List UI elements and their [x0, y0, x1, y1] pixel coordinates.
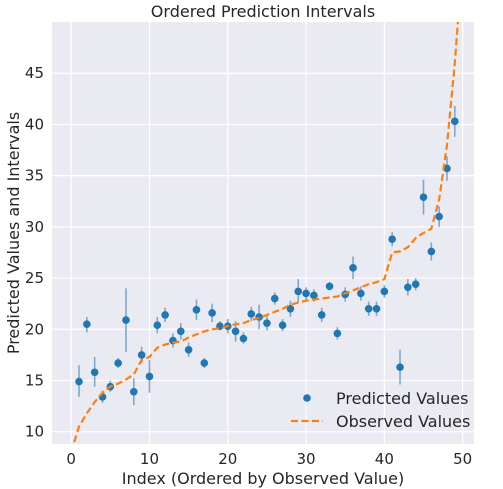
predicted-point: [184, 345, 193, 354]
predicted-point: [435, 212, 443, 221]
x-tick-label: 0: [66, 450, 76, 468]
predicted-point: [388, 235, 396, 243]
predicted-point: [200, 359, 209, 367]
x-tick-label: 30: [297, 450, 316, 468]
predicted-point: [411, 280, 420, 289]
y-tick-label: 40: [25, 115, 44, 133]
predicted-point: [83, 320, 91, 328]
predicted-point: [294, 287, 303, 296]
predicted-point: [419, 193, 428, 201]
x-tick-label: 10: [140, 450, 159, 468]
predicted-point: [310, 291, 318, 300]
grid-lines: [52, 22, 474, 444]
legend-label-predicted: Predicted Values: [336, 389, 468, 408]
y-tick-labels: 10 15 20 25 30 35 40 45: [25, 64, 44, 440]
legend-marker-predicted: [303, 394, 311, 402]
predicted-point: [278, 321, 287, 329]
predicted-point: [333, 329, 342, 338]
predicted-point: [130, 387, 138, 396]
predicted-point: [317, 311, 326, 319]
predicted-point: [153, 321, 162, 329]
predicted-point: [192, 306, 201, 314]
chart-title: Ordered Prediction Intervals: [151, 2, 375, 21]
predicted-point: [90, 368, 99, 377]
predicted-point: [263, 319, 271, 327]
predicted-point: [349, 264, 357, 272]
predicted-point: [372, 304, 381, 313]
predicted-point: [396, 363, 404, 371]
predicted-point: [404, 283, 412, 292]
predicted-point: [270, 294, 279, 303]
observed-line: [72, 22, 460, 444]
y-tick-label: 10: [25, 423, 44, 441]
predicted-point: [364, 304, 373, 313]
y-axis-title: Predicted Values and Intervals: [4, 112, 23, 354]
legend: Predicted Values Observed Values: [291, 389, 470, 431]
predicted-point: [176, 327, 185, 336]
y-tick-label: 30: [25, 218, 44, 236]
x-tick-labels: 0 10 20 30 40 50: [66, 450, 472, 468]
predicted-point: [231, 327, 240, 336]
y-tick-label: 20: [25, 320, 44, 338]
x-axis-title: Index (Ordered by Observed Value): [122, 469, 405, 488]
predicted-point: [239, 334, 248, 343]
x-tick-label: 50: [453, 450, 472, 468]
predicted-point: [302, 289, 310, 298]
predicted-point: [137, 351, 146, 359]
predicted-point: [325, 282, 334, 291]
y-tick-label: 25: [25, 269, 44, 287]
predicted-point: [208, 309, 216, 317]
predicted-point: [247, 310, 256, 318]
predicted-point: [114, 359, 122, 367]
legend-label-observed: Observed Values: [336, 412, 470, 431]
y-tick-label: 35: [25, 167, 44, 185]
predicted-point: [357, 289, 365, 298]
predicted-point: [427, 247, 436, 256]
predicted-point: [122, 316, 130, 324]
y-tick-label: 15: [25, 371, 44, 389]
predicted-point: [380, 287, 389, 296]
plot-area: [52, 22, 474, 444]
y-tick-label: 45: [25, 64, 44, 82]
predicted-point: [75, 377, 83, 386]
predicted-point: [451, 117, 459, 126]
x-tick-label: 40: [375, 450, 394, 468]
predicted-point: [443, 164, 451, 173]
predicted-point: [161, 311, 169, 319]
observed-line-group: [72, 22, 460, 444]
x-tick-label: 20: [218, 450, 237, 468]
predicted-point: [145, 372, 154, 381]
